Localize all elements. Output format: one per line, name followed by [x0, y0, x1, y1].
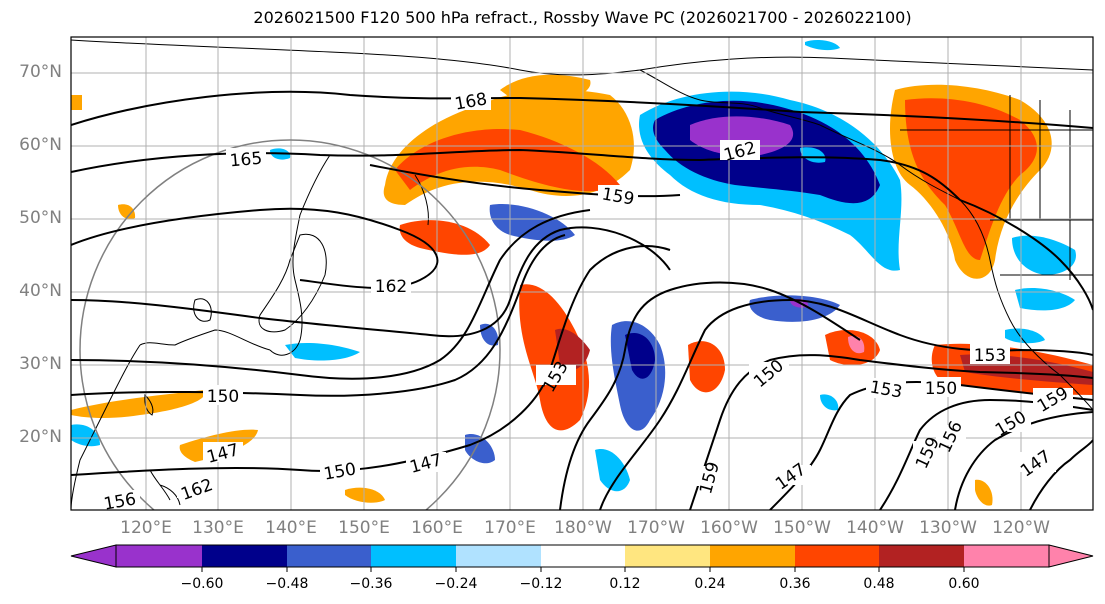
contour-label: 150 [925, 379, 957, 399]
colorbar-tick-label: −0.24 [434, 576, 478, 592]
contour-label: 150 [207, 387, 239, 407]
colorbar-tick-label: 0.48 [863, 576, 895, 592]
lon-label: 120°W [992, 518, 1050, 538]
colorbar-tick-label: −0.60 [180, 576, 224, 592]
height-contours [71, 90, 1093, 510]
colorbar-tick-label: 0.12 [609, 576, 641, 592]
lon-label: 170°W [627, 518, 685, 538]
region-circle [79, 139, 501, 510]
lon-label: 140°W [846, 518, 904, 538]
contour-label: 165 [229, 149, 263, 172]
lon-label: 140°E [265, 518, 317, 538]
lat-label: 60°N [19, 135, 62, 155]
lon-label: 150°E [338, 518, 390, 538]
lat-label: 20°N [19, 427, 62, 447]
lat-label: 70°N [19, 62, 62, 82]
lon-label: 180°W [554, 518, 612, 538]
map-title: 2026021500 F120 500 hPa refract., Rossby… [253, 8, 912, 27]
map-field [71, 37, 1093, 510]
lat-label: 30°N [19, 354, 62, 374]
colorbar-tick-label: 0.36 [779, 576, 811, 592]
contour-label: 162 [375, 277, 407, 297]
contour-label: 156 [102, 489, 137, 514]
lon-label: 130°E [192, 518, 244, 538]
contour-label-backgrounds [100, 90, 1073, 510]
map-frame [70, 36, 1094, 511]
contour-label: 153 [974, 346, 1006, 366]
lon-label: 160°E [411, 518, 463, 538]
lon-label: 130°W [919, 518, 977, 538]
colorbar-tick-label: −0.36 [349, 576, 393, 592]
lon-label: 170°E [484, 518, 536, 538]
colorbar-tick-label: 0.24 [694, 576, 726, 592]
colorbar-tick-label: 0.60 [948, 576, 980, 592]
lat-label: 50°N [19, 208, 62, 228]
colorbar [70, 544, 1094, 572]
positive-regions [71, 74, 1093, 506]
colorbar-tick-label: −0.12 [519, 576, 563, 592]
lon-label: 160°W [700, 518, 758, 538]
lon-label: 150°W [773, 518, 831, 538]
colorbar-tick-label: −0.48 [265, 576, 309, 592]
lat-label: 40°N [19, 281, 62, 301]
lon-label: 120°E [120, 518, 172, 538]
